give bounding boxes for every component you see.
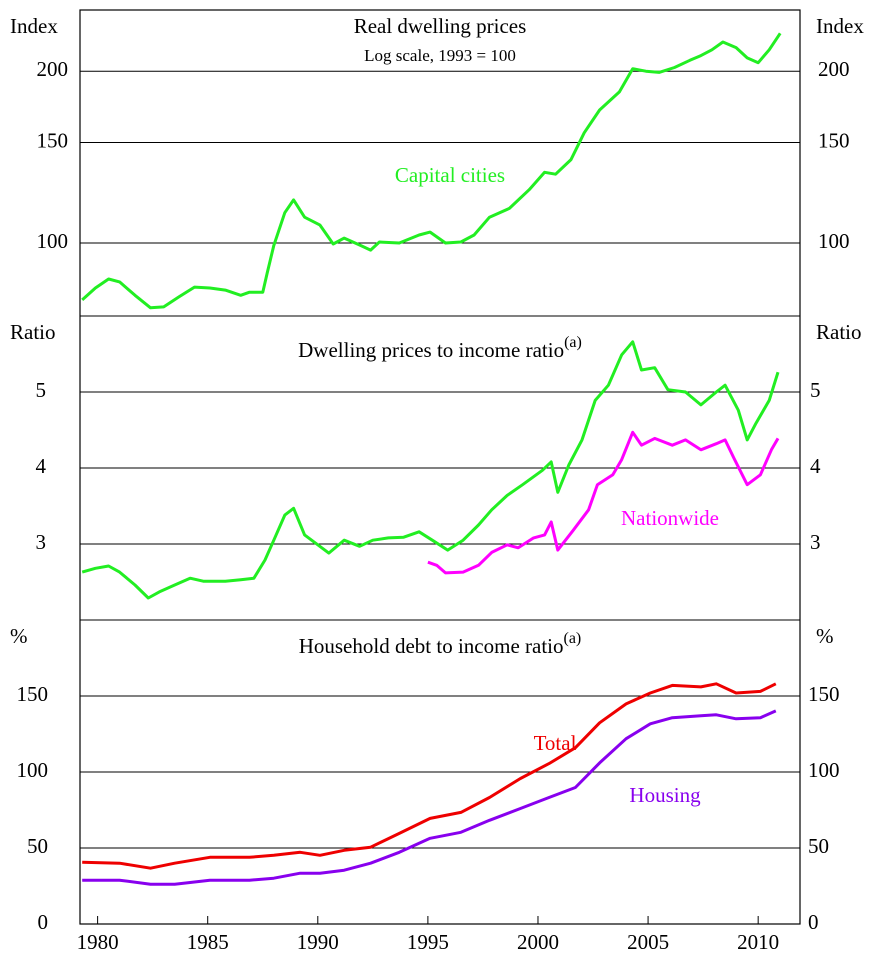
- series-line: [427, 430, 780, 575]
- y-tick-label: 100: [17, 758, 49, 782]
- x-tick-label: 1990: [297, 930, 339, 954]
- y2-tick-label: 100: [808, 758, 840, 782]
- series-label: Capital cities: [395, 163, 505, 187]
- y-tick-label: 3: [36, 530, 47, 554]
- series-label: Total: [534, 731, 577, 755]
- title-superscript: (a): [564, 630, 582, 647]
- y2-tick-label: 0: [808, 910, 819, 934]
- title-text: Household debt to income ratio: [299, 634, 564, 658]
- y-tick-label: 150: [37, 128, 69, 152]
- x-tick-label: 2010: [737, 930, 779, 954]
- series-label: Nationwide: [621, 506, 719, 530]
- series-line: [82, 709, 777, 886]
- y2-tick-label: 50: [808, 834, 829, 858]
- x-tick-label: 2005: [627, 930, 669, 954]
- y-axis-label: Index: [10, 14, 58, 38]
- y2-tick-label: 100: [818, 229, 850, 253]
- series-line: [82, 682, 777, 870]
- y-tick-label: 100: [37, 229, 69, 253]
- y2-tick-label: 150: [808, 682, 840, 706]
- y-axis-label: Ratio: [10, 320, 56, 344]
- series-label: Housing: [629, 783, 701, 807]
- series-line: [81, 340, 780, 600]
- y-tick-label: 200: [37, 57, 69, 81]
- panel-title: Real dwelling prices: [354, 14, 527, 38]
- y-tick-label: 150: [17, 682, 49, 706]
- title-superscript: (a): [564, 334, 582, 351]
- y2-tick-label: 3: [810, 530, 821, 554]
- x-tick-label: 1995: [407, 930, 449, 954]
- y2-tick-label: 4: [810, 454, 821, 478]
- y2-axis-label: Index: [816, 14, 864, 38]
- panel-title: Dwelling prices to income ratio(a): [298, 334, 582, 362]
- plot-frame: [79, 9, 801, 925]
- title-text: Real dwelling prices: [354, 14, 527, 38]
- x-tick-label: 1980: [77, 930, 119, 954]
- panel-subtitle: Log scale, 1993 = 100: [364, 46, 516, 65]
- y2-tick-label: 200: [818, 57, 850, 81]
- y2-axis-label: Ratio: [816, 320, 862, 344]
- y-tick-label: 5: [36, 378, 47, 402]
- y2-tick-label: 150: [818, 128, 850, 152]
- y-tick-label: 4: [36, 454, 47, 478]
- panel-title: Household debt to income ratio(a): [299, 630, 582, 658]
- y-axis-label: %: [10, 624, 28, 648]
- x-tick-label: 2000: [517, 930, 559, 954]
- y2-tick-label: 5: [810, 378, 821, 402]
- series-line: [81, 32, 782, 310]
- y-tick-label: 50: [27, 834, 48, 858]
- title-text: Dwelling prices to income ratio: [298, 338, 564, 362]
- x-tick-label: 1985: [187, 930, 229, 954]
- y2-axis-label: %: [816, 624, 834, 648]
- y-tick-label: 0: [38, 910, 49, 934]
